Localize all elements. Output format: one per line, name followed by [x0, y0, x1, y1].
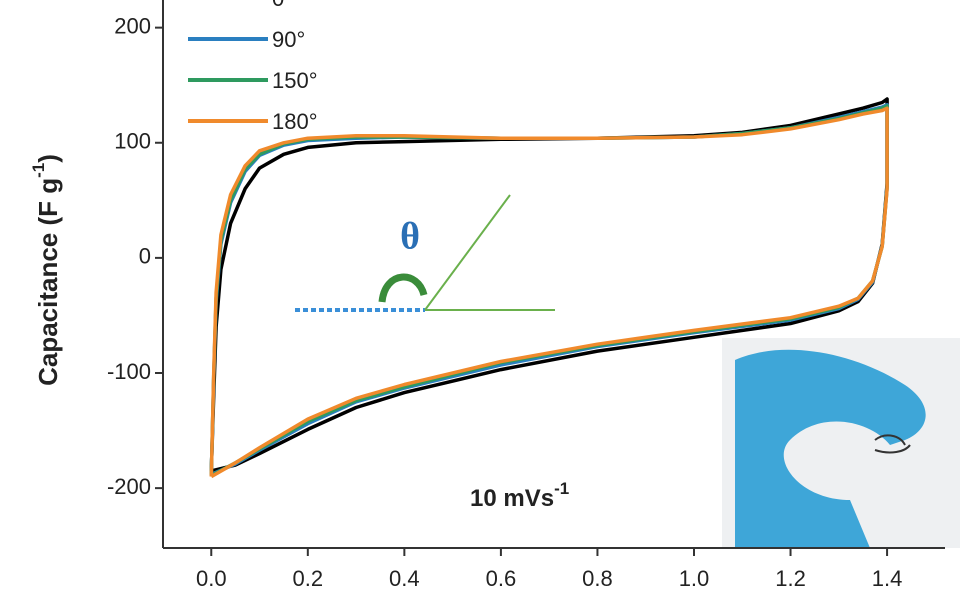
x-tick-label: 0.8: [582, 566, 613, 591]
legend-label: 0°: [272, 0, 293, 11]
x-tick-label: 0.0: [196, 566, 227, 591]
legend-label: 180°: [272, 109, 318, 134]
x-tick-label: 1.0: [679, 566, 710, 591]
series-line: [209, 106, 889, 479]
y-label-sup: -1: [29, 163, 48, 178]
angle-arc: [378, 273, 428, 303]
rate-sup: -1: [554, 479, 569, 498]
x-tick-label: 1.2: [775, 566, 806, 591]
rate-label: 10 mVs-1: [470, 479, 569, 512]
device-photo: [874, 434, 911, 454]
rate-text: 10 mVs: [470, 485, 554, 512]
y-tick-label: 200: [114, 13, 151, 38]
y-axis-label: Capacitance (F g-1): [29, 154, 62, 386]
y-tick-label: -100: [107, 359, 151, 384]
y-tick-label: -200: [107, 474, 151, 499]
x-tick-label: 1.4: [872, 566, 903, 591]
y-label-text: Capacitance (F g: [33, 178, 63, 386]
legend-label: 90°: [272, 27, 305, 52]
x-tick-label: 0.4: [389, 566, 420, 591]
angle-label: θ: [400, 216, 420, 258]
angle-arm: [424, 194, 511, 311]
legend-label: 150°: [272, 68, 318, 93]
y-tick-label: 100: [114, 129, 151, 154]
y-tick-label: 0: [139, 244, 151, 269]
glove-photo: [735, 349, 926, 548]
series-line: [209, 97, 889, 473]
y-label-end: ): [33, 154, 63, 163]
x-tick-label: 0.2: [293, 566, 324, 591]
x-tick-label: 0.6: [486, 566, 517, 591]
